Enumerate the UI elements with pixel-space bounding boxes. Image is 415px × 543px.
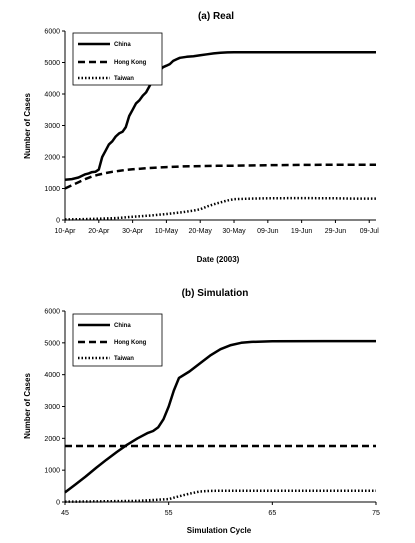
chart-title: (a) Real — [198, 11, 234, 22]
y-tick-label: 3000 — [44, 123, 60, 130]
legend-label-taiwan: Taiwan — [114, 76, 134, 82]
x-tick-label: 65 — [268, 510, 276, 517]
y-tick-label: 6000 — [44, 29, 60, 36]
series-line-taiwan — [64, 196, 376, 221]
x-tick-label: 75 — [372, 510, 380, 517]
y-tick-label: 1000 — [44, 186, 60, 193]
y-tick-label: 5000 — [44, 340, 60, 347]
x-tick-label: 19-Jun — [291, 228, 313, 235]
x-tick-label: 10-May — [155, 228, 179, 235]
x-tick-label: 09-Jul — [360, 228, 380, 235]
x-tick-label: 09-Jun — [257, 228, 279, 235]
legend-box — [72, 32, 163, 86]
x-tick-label: 20-May — [189, 228, 213, 235]
x-axis-label: Simulation Cycle — [187, 526, 252, 535]
x-tick-label: 29-Jun — [325, 228, 347, 235]
legend-label-hong-kong: Hong Kong — [114, 340, 147, 346]
y-tick-label: 0 — [56, 218, 60, 225]
y-axis-label: Number of Cases — [23, 373, 32, 439]
tick-layer: 0 1000 2000 3000 4000 5000 6000 45 55 65 75 — [44, 309, 380, 518]
y-tick-label: 1000 — [44, 468, 60, 475]
legend-label-china: China — [114, 42, 131, 48]
y-tick-label: 2000 — [44, 436, 60, 443]
x-axis-label: Date (2003) — [197, 255, 240, 264]
x-tick-label: 10-Apr — [54, 228, 76, 235]
x-tick-label: 55 — [165, 510, 173, 517]
x-tick-label: 20-Apr — [88, 228, 110, 235]
series-line-hong-kong — [64, 163, 376, 190]
legend-label-hong-kong: Hong Kong — [114, 60, 147, 66]
series-layer — [64, 50, 376, 221]
legend-label-china: China — [114, 323, 131, 329]
y-tick-label: 4000 — [44, 372, 60, 379]
y-tick-label: 3000 — [44, 404, 60, 411]
y-tick-label: 5000 — [44, 60, 60, 67]
y-axis-label: Number of Cases — [23, 93, 32, 159]
series-layer — [64, 339, 376, 503]
panel-simulation-chart: (b) Simulation Simulation Cycle Number o… — [23, 288, 380, 535]
legend-box — [72, 313, 163, 367]
series-line-taiwan — [64, 489, 376, 503]
tick-layer: 0 1000 2000 3000 4000 5000 6000 10-Apr 20-Apr 30-… — [44, 29, 379, 236]
x-tick-label: 30-Apr — [122, 228, 144, 235]
series-line-china — [64, 339, 376, 494]
legend: China Hong Kong Taiwan — [72, 313, 163, 367]
x-tick-label: 45 — [61, 510, 69, 517]
y-tick-label: 4000 — [44, 92, 60, 99]
y-tick-label: 0 — [56, 500, 60, 507]
panel-real-chart: (a) Real Date (2003) Number of Cases 0 10… — [23, 11, 379, 264]
series-line-china — [64, 50, 376, 181]
legend-label-taiwan: Taiwan — [114, 356, 134, 362]
y-tick-label: 2000 — [44, 155, 60, 162]
chart-title: (b) Simulation — [182, 288, 249, 299]
legend: China Hong Kong Taiwan — [72, 32, 163, 86]
y-tick-label: 6000 — [44, 309, 60, 316]
x-tick-label: 30-May — [222, 228, 246, 235]
